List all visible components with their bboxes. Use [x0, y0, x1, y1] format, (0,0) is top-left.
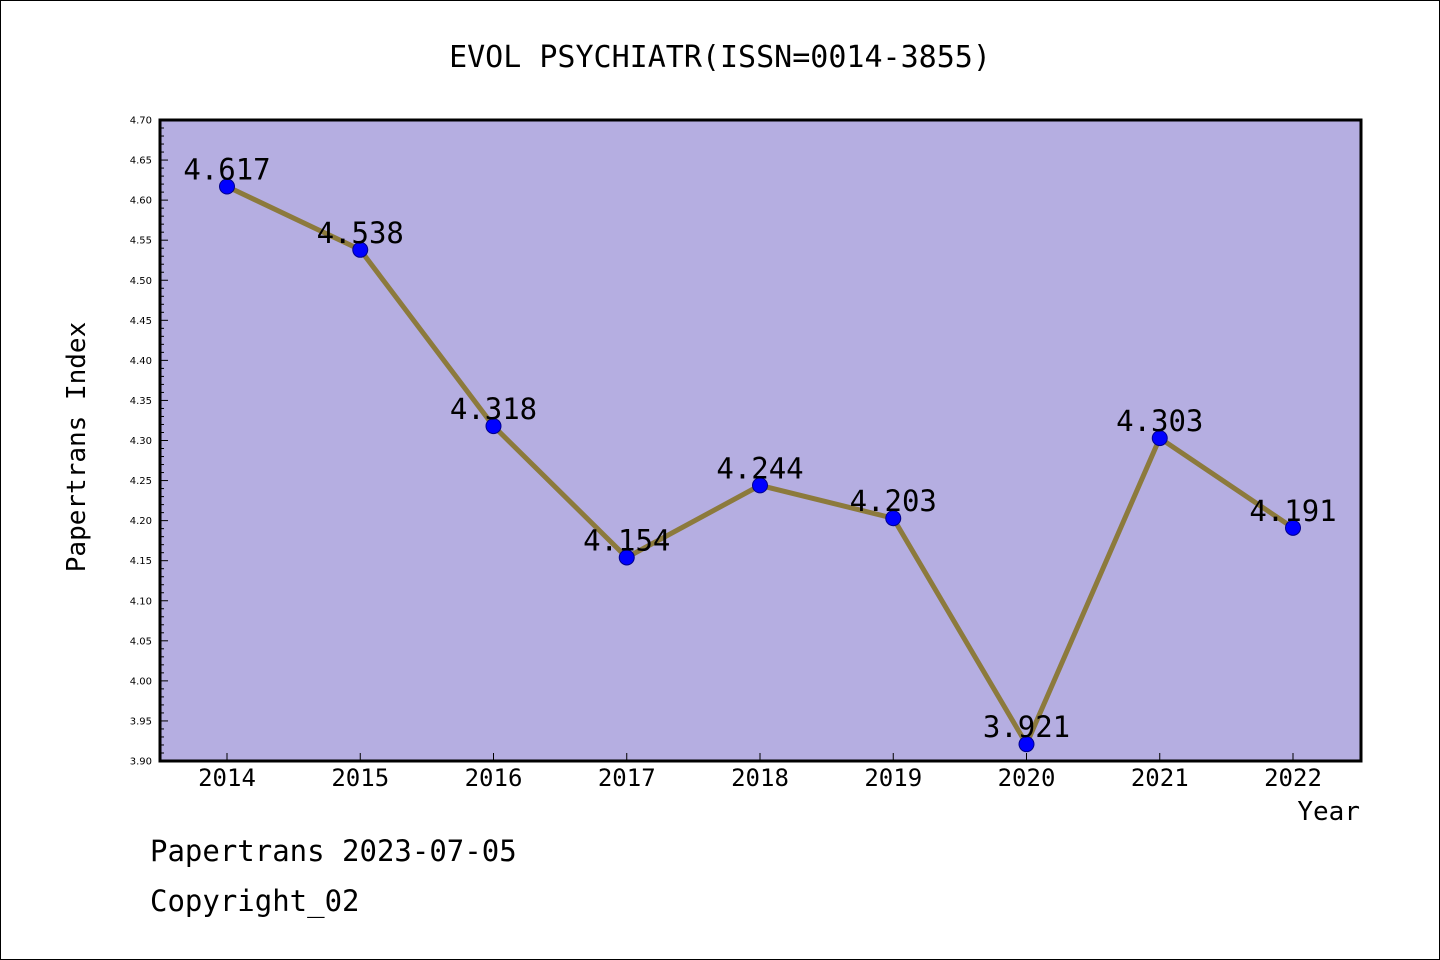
- chart-title: EVOL PSYCHIATR(ISSN=0014-3855): [449, 40, 991, 75]
- y-axis-label: Papertrans Index: [62, 322, 92, 572]
- footer-copyright: Copyright_02: [150, 884, 360, 918]
- y-tick-label: 4.30: [130, 436, 152, 447]
- x-tick-label: 2020: [998, 764, 1056, 792]
- data-point: [1151, 430, 1168, 447]
- series-group: [219, 178, 1301, 753]
- y-tick-label: 4.05: [130, 636, 152, 647]
- x-tick-label: 2019: [864, 764, 922, 792]
- y-tick-label: 4.50: [130, 276, 152, 287]
- y-tick-label: 4.40: [130, 356, 152, 367]
- y-tick-label: 3.95: [130, 716, 152, 727]
- data-point: [1285, 519, 1301, 536]
- y-tick-label: 4.25: [130, 476, 152, 487]
- y-tick-label: 4.00: [130, 676, 152, 687]
- data-point: [485, 418, 502, 435]
- data-point: [352, 241, 369, 258]
- y-tick-label: 4.15: [130, 556, 152, 567]
- x-tick-label: 2022: [1264, 764, 1322, 792]
- y-tick-label: 4.10: [130, 596, 152, 607]
- data-label: 4.538: [317, 216, 404, 250]
- data-label: 4.244: [716, 451, 803, 485]
- x-tick-label: 2014: [198, 764, 256, 792]
- data-point: [752, 477, 768, 494]
- y-tick-label: 4.60: [130, 196, 152, 207]
- data-label: 4.154: [583, 523, 670, 557]
- data-point: [885, 510, 902, 527]
- y-tick-label: 4.20: [130, 516, 152, 527]
- x-axis-ticks: [226, 753, 1294, 761]
- y-tick-label: 4.65: [130, 156, 152, 167]
- data-label: 4.303: [1116, 404, 1203, 438]
- data-point: [219, 178, 235, 195]
- x-tick-label: 2021: [1131, 764, 1189, 792]
- data-label: 4.191: [1249, 494, 1336, 528]
- x-tick-label: 2016: [465, 764, 523, 792]
- x-tick-label: 2017: [598, 764, 656, 792]
- x-tick-label: 2018: [731, 764, 789, 792]
- y-axis-tick-labels: 3.90 3.95 4.00 4.05 4.10 4.15 4.20 4.25 4.30 4.35…: [130, 116, 152, 768]
- data-label: 3.921: [983, 710, 1070, 744]
- y-tick-label: 4.70: [130, 116, 152, 127]
- data-point: [1018, 736, 1035, 753]
- footer-source: Papertrans 2023-07-05: [150, 834, 517, 868]
- x-axis-tick-labels: 2014 2015 2016 2017 2018 2019 2020 2021 2022: [198, 764, 1322, 792]
- data-labels: 4.617 4.538 4.318 4.154 4.244 4.203 3.921 4.303…: [183, 153, 1336, 745]
- x-axis-label: Year: [1297, 797, 1360, 827]
- x-tick-label: 2015: [331, 764, 389, 792]
- y-axis-ticks: [160, 119, 168, 762]
- y-tick-label: 3.90: [130, 757, 152, 768]
- data-label: 4.617: [183, 153, 270, 187]
- data-label: 4.318: [450, 392, 537, 426]
- y-tick-label: 4.55: [130, 236, 152, 247]
- y-tick-label: 4.45: [130, 316, 152, 327]
- y-tick-label: 4.35: [130, 396, 152, 407]
- data-label: 4.203: [850, 484, 937, 518]
- data-point: [618, 549, 635, 566]
